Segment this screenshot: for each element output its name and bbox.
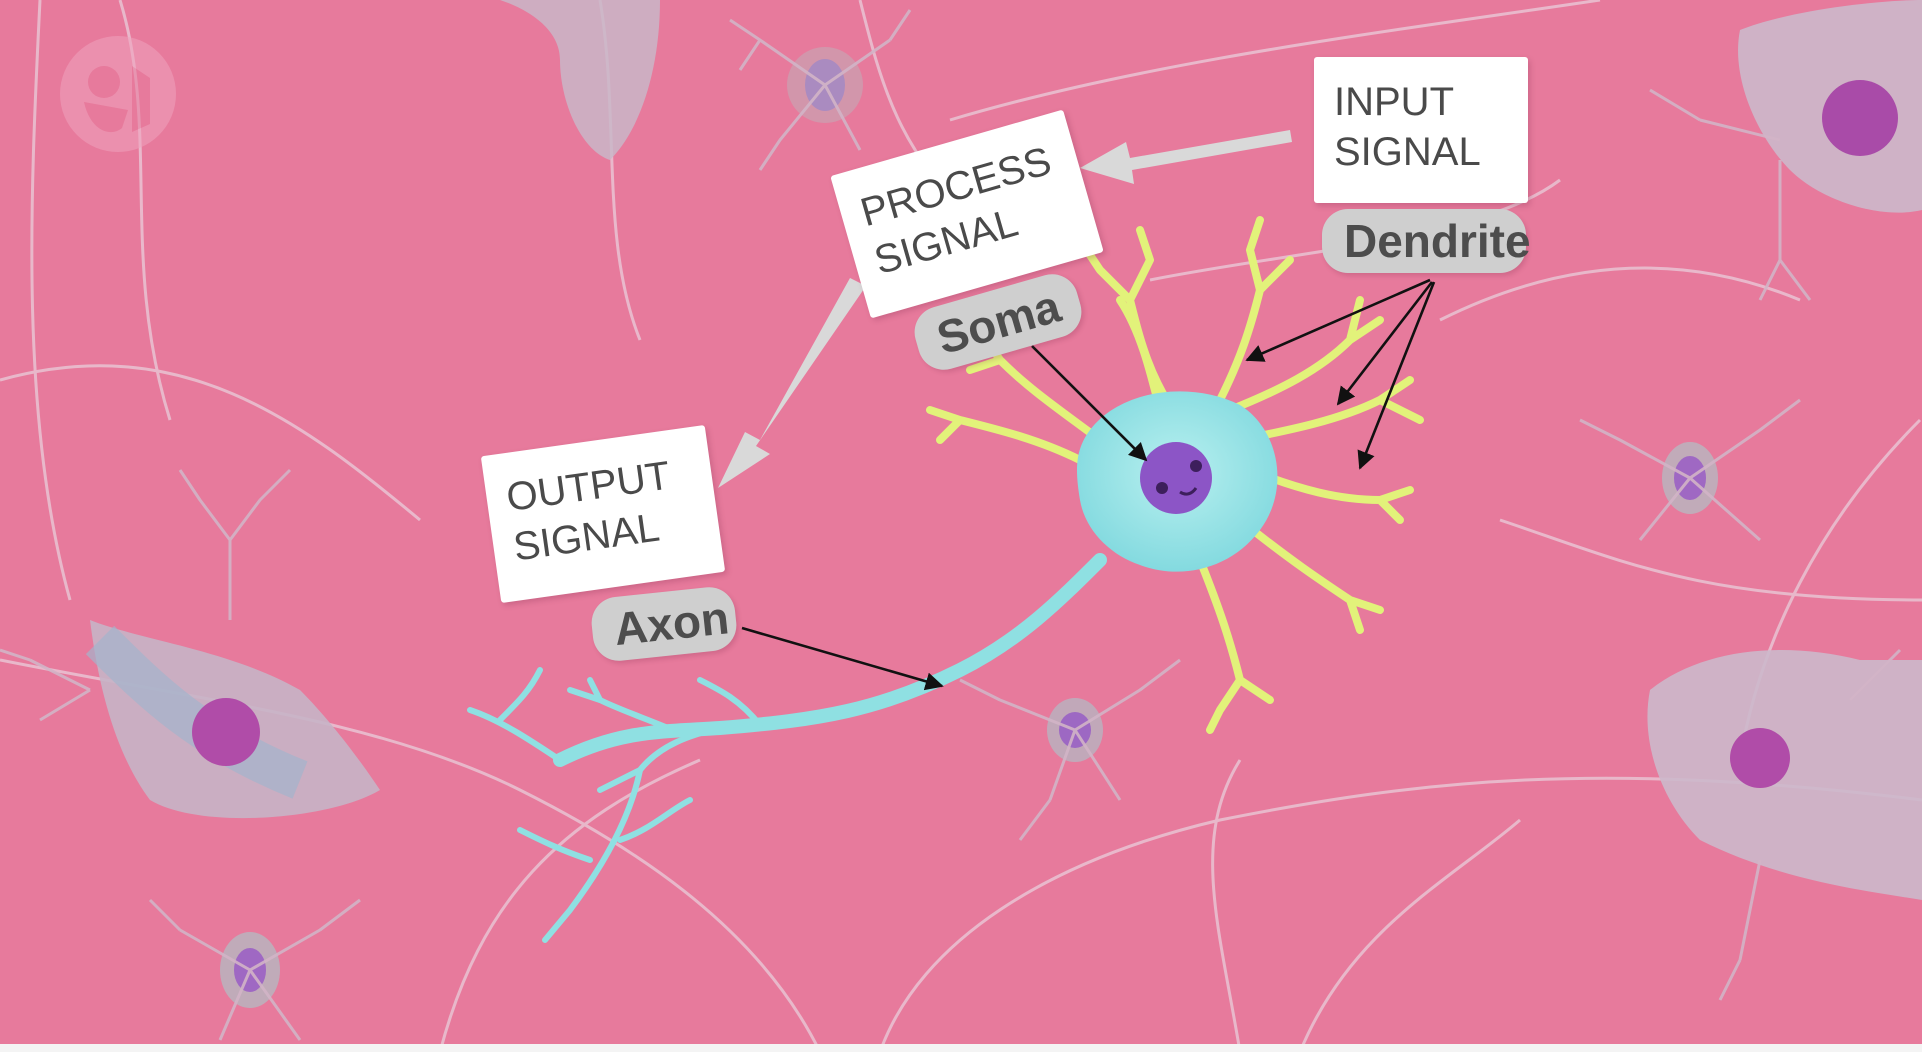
output-signal-card: OUTPUT SIGNAL — [480, 424, 726, 604]
pointer-arrow-icon — [741, 278, 1436, 691]
dendrite-label: Dendrite — [1322, 209, 1531, 273]
background-branches — [0, 9, 1902, 1041]
axon — [467, 553, 1107, 943]
input-signal-card: INPUT SIGNAL — [1314, 57, 1528, 203]
flow-arrow-icon — [718, 130, 1292, 488]
background-cells — [85, 0, 1922, 1008]
bottom-strip — [0, 1044, 1922, 1052]
nucleus — [1140, 442, 1212, 514]
pbs-logo-icon — [60, 36, 176, 152]
